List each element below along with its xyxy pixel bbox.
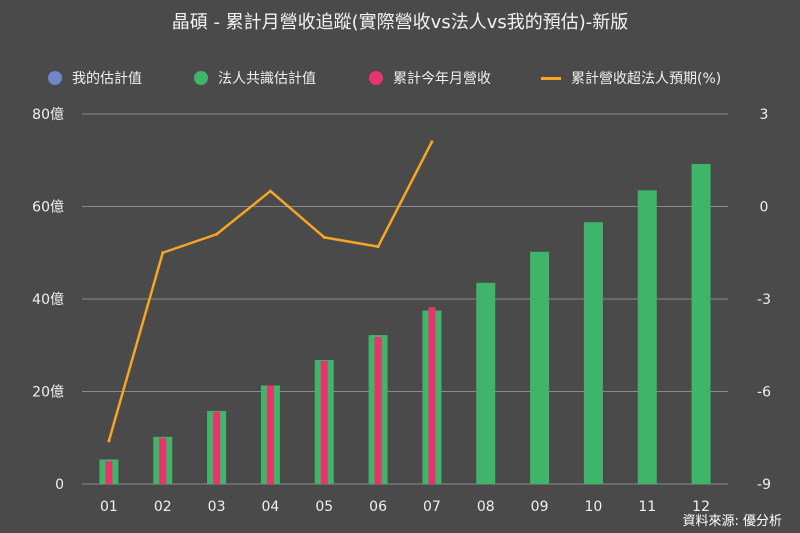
legend-label-actual: 累計今年月營收 (393, 71, 491, 87)
x-tick-label: 02 (154, 499, 172, 515)
x-tick-label: 08 (477, 499, 495, 515)
excess-point (107, 439, 111, 443)
legend-marker-my-estimate (48, 71, 62, 85)
x-tick-label: 05 (315, 499, 333, 515)
excess-point (376, 245, 380, 249)
legend-marker-excess (541, 76, 561, 80)
legend-item-excess[interactable]: 累計營收超法人預期(%) (541, 68, 721, 88)
y-left-tick-label: 40億 (32, 292, 64, 308)
y-right-tick-label: -6 (757, 385, 771, 401)
consensus-bar (637, 190, 657, 484)
excess-point (215, 232, 219, 236)
actual-bar (266, 385, 274, 484)
excess-point (268, 189, 272, 193)
x-tick-label: 01 (100, 499, 118, 515)
chart-title: 晶碩 - 累計月營收追蹤(實際營收vs法人vs我的預估)-新版 (171, 12, 629, 33)
consensus-bar (583, 222, 603, 484)
x-tick-label: 07 (423, 499, 441, 515)
x-tick-label: 04 (262, 499, 280, 515)
actual-bar (213, 411, 221, 484)
x-tick-label: 11 (638, 499, 656, 515)
legend-label-consensus: 法人共識估計值 (218, 71, 316, 87)
chart-legend: 我的估計值 法人共識估計值 累計今年月營收 累計營收超法人預期(%) (0, 68, 800, 92)
legend-marker-consensus (194, 71, 208, 85)
y-right-tick-label: 0 (760, 200, 769, 216)
excess-point (430, 140, 434, 144)
source-note: 資料來源: 優分析 (682, 514, 782, 529)
consensus-bar (691, 163, 711, 484)
x-tick-label: 12 (692, 499, 710, 515)
y-right-tick-label: -9 (757, 477, 771, 493)
excess-point (161, 251, 165, 255)
legend-item-consensus[interactable]: 法人共識估計值 (194, 68, 316, 88)
actual-bar (428, 307, 436, 484)
legend-item-my-estimate[interactable]: 我的估計值 (48, 68, 142, 88)
consensus-bar (530, 251, 550, 484)
legend-label-my-estimate: 我的估計值 (72, 71, 142, 87)
x-tick-label: 09 (531, 499, 549, 515)
actual-bar (105, 461, 113, 484)
y-left-tick-label: 0 (55, 477, 64, 493)
legend-label-excess: 累計營收超法人預期(%) (571, 71, 722, 87)
y-right-tick-label: -3 (757, 292, 771, 308)
x-tick-label: 03 (208, 499, 226, 515)
x-tick-label: 10 (585, 499, 603, 515)
legend-marker-actual (369, 71, 383, 85)
y-left-tick-label: 20億 (32, 385, 64, 401)
y-left-tick-label: 60億 (32, 200, 64, 216)
actual-bar (159, 437, 167, 484)
y-left-tick-label: 80億 (32, 107, 64, 123)
actual-bar (320, 360, 328, 484)
y-right-tick-label: 3 (760, 107, 769, 123)
x-tick-label: 06 (369, 499, 387, 515)
legend-item-actual[interactable]: 累計今年月營收 (369, 68, 491, 88)
consensus-bar (476, 282, 496, 484)
excess-point (322, 235, 326, 239)
actual-bar (374, 336, 382, 484)
